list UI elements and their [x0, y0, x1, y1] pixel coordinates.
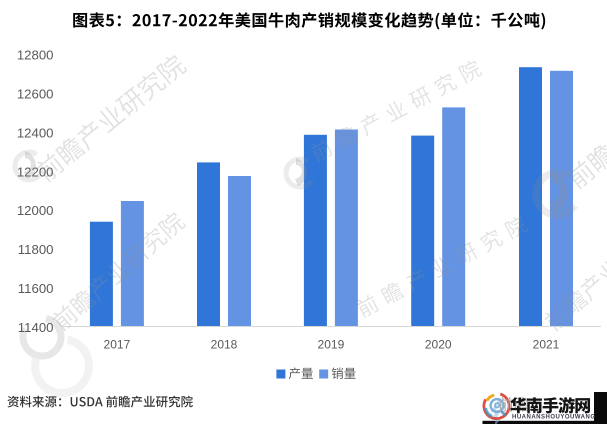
svg-text:2019: 2019	[318, 338, 345, 352]
svg-text:2017: 2017	[104, 338, 131, 352]
svg-text:2018: 2018	[211, 338, 238, 352]
svg-text:11600: 11600	[18, 281, 54, 296]
svg-text:11800: 11800	[18, 242, 54, 257]
svg-text:2020: 2020	[425, 338, 452, 352]
svg-text:11400: 11400	[18, 320, 54, 335]
svg-text:12600: 12600	[17, 87, 54, 102]
svg-text:2021: 2021	[533, 338, 560, 352]
svg-text:HUANANSHOUYOUWANG: HUANANSHOUYOUWANG	[512, 414, 596, 420]
svg-text:12400: 12400	[17, 125, 54, 140]
svg-text:12800: 12800	[17, 48, 54, 63]
svg-text:12000: 12000	[17, 203, 54, 218]
